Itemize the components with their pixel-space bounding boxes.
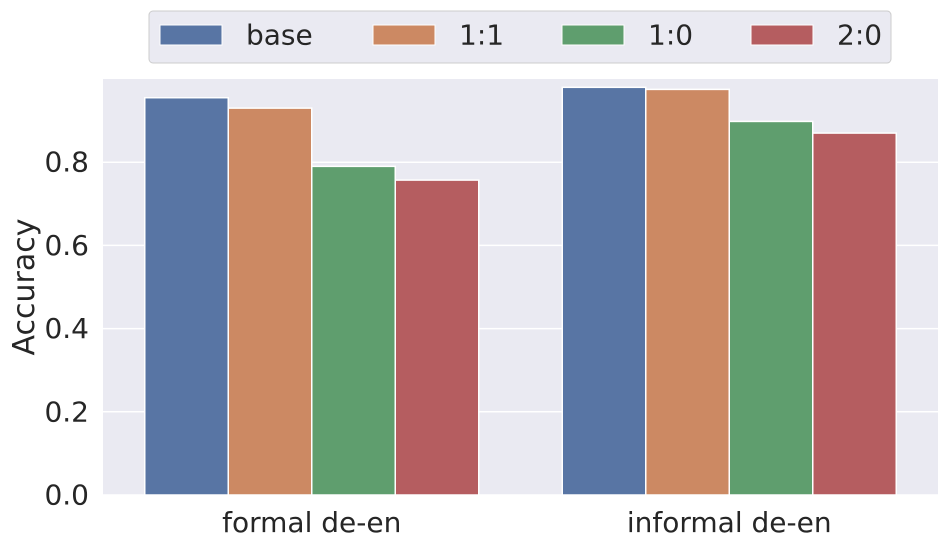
x-tick-labels: formal de-en informal de-en [222,506,831,539]
y-tick-label: 0.8 [44,146,89,179]
bar [394,179,480,496]
legend-box [148,10,892,64]
legend-swatch [159,24,223,46]
y-tick-label: 0.6 [44,229,89,262]
x-tick-label: formal de-en [222,506,401,539]
legend-swatch [372,24,436,46]
bar [144,96,229,496]
y-tick-label: 0.2 [44,395,89,428]
bar [728,120,814,496]
legend-label: 2:0 [837,19,882,52]
legend-swatch [750,24,814,46]
x-tick-label: informal de-en [627,506,832,539]
bar [227,107,313,496]
bar [645,88,730,496]
y-tick-labels: 0.0 0.2 0.4 0.6 0.8 [44,146,89,512]
legend: base 1:1 1:0 2:0 [148,10,892,64]
legend-label: base [246,19,313,52]
bar [311,165,396,496]
y-axis-label: Accuracy [7,219,42,356]
bar [812,132,897,496]
legend-label: 1:0 [648,19,693,52]
bars [144,86,897,496]
y-tick-label: 0.0 [44,479,89,512]
legend-swatch [561,24,625,46]
legend-label: 1:1 [459,19,504,52]
bar [561,86,647,496]
y-tick-label: 0.4 [44,312,89,345]
